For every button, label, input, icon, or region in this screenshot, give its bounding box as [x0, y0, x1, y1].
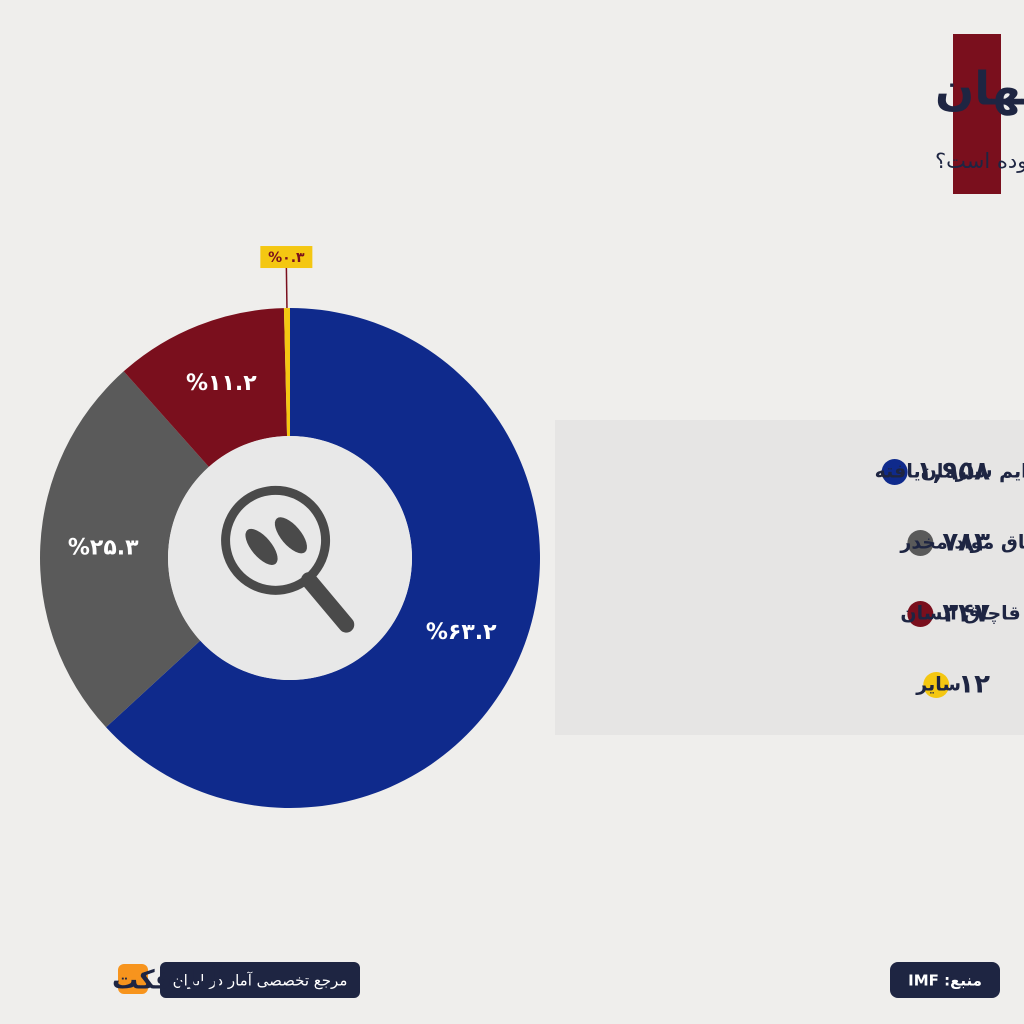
tagline: مرجع تخصصی آمار در ایران [173, 972, 348, 990]
data-label: %۶۳.۲ [426, 620, 497, 645]
brand: آمارفکت [112, 964, 222, 996]
legend-label: قاچاق مواد مخدر [899, 532, 1024, 554]
donut-hole [168, 436, 412, 680]
legend-swatch [907, 530, 934, 556]
data-label: %۰.۳ [268, 250, 305, 266]
title-accent [953, 34, 1001, 194]
legend-value: ۷۸۳ [942, 528, 990, 558]
data-label: %۲۵.۳ [68, 536, 139, 561]
slice [123, 308, 288, 467]
legend-swatch [881, 459, 908, 485]
magnifier-icon [221, 485, 355, 633]
slice [106, 308, 541, 809]
data-label-box [260, 246, 313, 269]
legend-swatch [923, 672, 950, 698]
legend-label: سایر [915, 674, 961, 696]
legend: ۱,۹۵۸پولشویی و جرایم سازمان‌یافته۷۸۳قاچا… [875, 457, 1024, 700]
donut [40, 308, 541, 809]
legend-label: پولشویی و جرایم سازمان‌یافته [875, 461, 1024, 483]
source-box [890, 962, 1000, 998]
tagline-box [160, 962, 360, 998]
legend-value: ۱۲ [958, 670, 990, 700]
legend-swatch [907, 601, 934, 627]
legend-value: ۱,۹۵۸ [917, 457, 990, 487]
source: منبع: IMF [908, 972, 982, 990]
slice [40, 371, 209, 728]
chart-title: گردش مالی جرم و جنایت در جهان [935, 62, 1024, 116]
chart-subtitle: گردش مالی جرایم مختلف در سال ۲۰۲۳ چند می… [935, 149, 1024, 174]
brand-icon [118, 964, 148, 994]
legend-label: قاچاق انسان [900, 603, 1020, 625]
leader-line [285, 266, 288, 309]
slice [283, 308, 290, 437]
legend-value: ۳۴۷ [942, 599, 990, 629]
data-label: %۱۱.۲ [186, 371, 257, 396]
